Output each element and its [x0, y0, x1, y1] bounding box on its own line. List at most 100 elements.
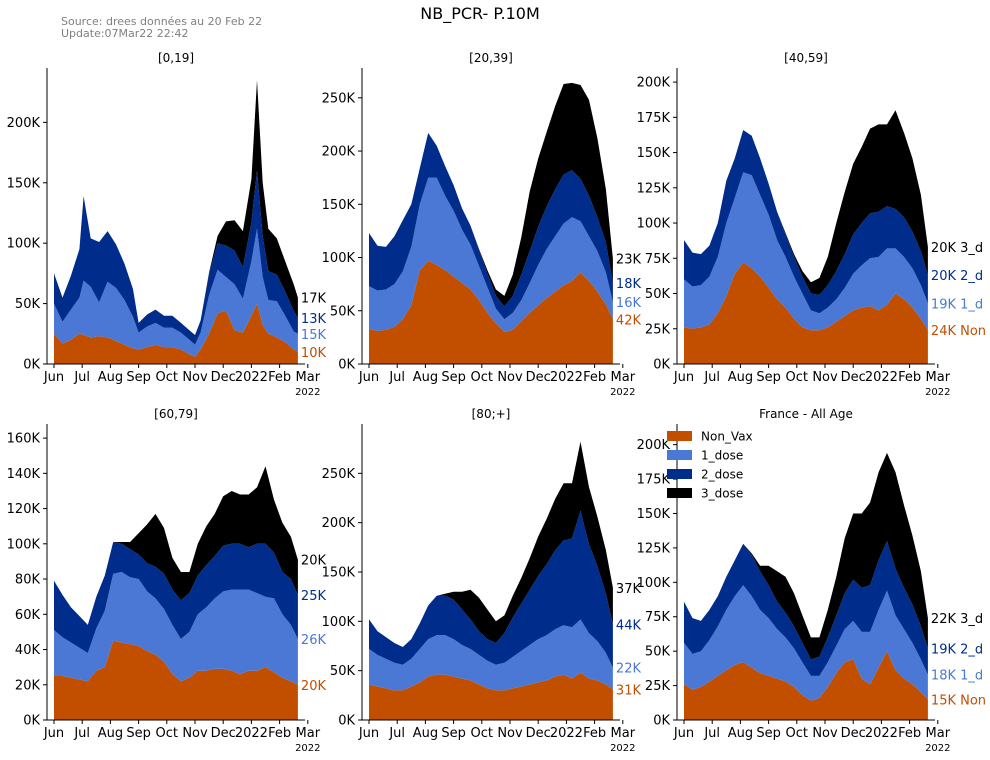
x-subtick-label: 2022 [610, 743, 635, 754]
end-label: 24K Non [931, 324, 986, 339]
area-2-dose [54, 542, 298, 653]
x-tick-label: Mar [926, 370, 951, 385]
x-tick-label: Mar [611, 726, 636, 741]
y-tick-label: 100K [637, 217, 671, 232]
area-2-dose [54, 170, 298, 345]
y-tick-label: 75K [645, 252, 671, 267]
legend-label: 3_dose [701, 487, 743, 501]
x-tick-label: Jul [703, 370, 720, 385]
area-2-dose [684, 130, 928, 314]
y-tick-label: 25K [645, 322, 671, 337]
y-tick-label: 0K [338, 714, 355, 729]
x-tick-label: Dec [526, 726, 551, 741]
x-tick-label: Mar [296, 370, 321, 385]
area-3-dose [54, 80, 298, 335]
x-tick-label: Jun [358, 370, 379, 385]
end-label: 19K 1_d [931, 297, 983, 312]
x-tick-label: 2022 [550, 370, 583, 385]
area-non-vax [684, 651, 928, 720]
end-label: 20K [301, 554, 327, 569]
x-subtick-label: 2022 [610, 387, 635, 398]
x-tick-label: Sep [441, 726, 466, 741]
x-tick-label: Nov [812, 370, 838, 385]
x-tick-label: Nov [497, 726, 523, 741]
x-tick-label: Sep [756, 370, 781, 385]
end-label: 18K [616, 277, 642, 292]
x-tick-label: Feb [898, 726, 921, 741]
end-label: 13K [301, 312, 327, 327]
area-non-vax [54, 640, 298, 720]
y-tick-label: 200K [637, 438, 671, 453]
figure-title: NB_PCR- P.10M [420, 4, 540, 23]
x-tick-label: Sep [441, 370, 466, 385]
y-tick-label: 0K [23, 714, 40, 729]
y-tick-label: 50K [645, 645, 671, 660]
x-tick-label: Feb [583, 726, 606, 741]
x-tick-label: Dec [526, 370, 551, 385]
x-subtick-label: 2022 [295, 743, 320, 754]
end-label: 22K [616, 662, 642, 677]
area-3-dose [684, 452, 928, 660]
x-tick-label: Aug [98, 370, 123, 385]
panel-title: [60,79] [154, 407, 198, 421]
x-tick-label: 2022 [235, 370, 268, 385]
y-tick-label: 150K [322, 198, 356, 213]
x-tick-label: Mar [611, 370, 636, 385]
y-tick-label: 60K [15, 608, 41, 623]
x-tick-label: Feb [268, 370, 291, 385]
y-tick-label: 0K [653, 714, 670, 729]
y-tick-label: 200K [637, 76, 671, 91]
y-tick-label: 200K [7, 116, 41, 131]
y-tick-label: 250K [322, 467, 356, 482]
x-tick-label: Oct [786, 726, 808, 741]
x-tick-label: 2022 [865, 370, 898, 385]
x-tick-label: Jun [43, 370, 64, 385]
x-tick-label: Jul [388, 370, 405, 385]
end-label: 10K [301, 346, 327, 361]
legend: Non_Vax 1_dose 2_dose 3_dose [667, 430, 753, 501]
y-tick-label: 0K [338, 358, 355, 373]
panel-title: [20,39] [469, 51, 513, 65]
x-tick-label: Jun [43, 726, 64, 741]
y-tick-label: 50K [330, 304, 356, 319]
legend-label: 1_dose [701, 449, 743, 463]
area-non-vax [369, 260, 613, 364]
x-tick-label: Aug [728, 726, 753, 741]
area-non-vax [684, 262, 928, 364]
end-label: 44K [616, 618, 642, 633]
x-tick-label: Jun [673, 370, 694, 385]
x-tick-label: Jun [673, 726, 694, 741]
source-note: Source: drees données au 20 Feb 22 Updat… [61, 16, 262, 40]
y-tick-label: 150K [637, 146, 671, 161]
x-tick-label: Aug [98, 726, 123, 741]
x-tick-label: Dec [211, 726, 236, 741]
legend-label: Non_Vax [701, 430, 753, 444]
x-tick-label: 2022 [865, 726, 898, 741]
end-label: 22K 3_d [931, 612, 983, 627]
end-label: 19K 2_d [931, 642, 983, 657]
x-tick-label: Nov [182, 726, 208, 741]
x-tick-label: Dec [841, 726, 866, 741]
end-label: 15K Non [931, 693, 986, 708]
chart-panel: [80;+] 0K 50K 100K 150K 200K 250K Jun Jul Aug Sep O… [322, 407, 642, 754]
x-tick-label: Aug [413, 370, 438, 385]
x-tick-label: 2022 [550, 726, 583, 741]
x-tick-label: Feb [268, 726, 291, 741]
x-tick-label: Jun [358, 726, 379, 741]
legend-label: 2_dose [701, 468, 743, 482]
x-tick-label: Oct [156, 370, 178, 385]
y-tick-label: 200K [322, 145, 356, 160]
x-tick-label: Oct [786, 370, 808, 385]
panel-title: France - All Age [759, 407, 853, 421]
area-2-dose [369, 510, 613, 668]
area-3-dose [684, 110, 928, 295]
legend-swatch [667, 431, 692, 441]
y-tick-label: 50K [645, 287, 671, 302]
end-label: 25K [301, 589, 327, 604]
x-tick-label: Dec [211, 370, 236, 385]
end-label: 20K 2_d [931, 269, 983, 284]
x-tick-label: Oct [471, 370, 493, 385]
panel-title: [40,59] [784, 51, 828, 65]
y-tick-label: 160K [7, 432, 41, 447]
